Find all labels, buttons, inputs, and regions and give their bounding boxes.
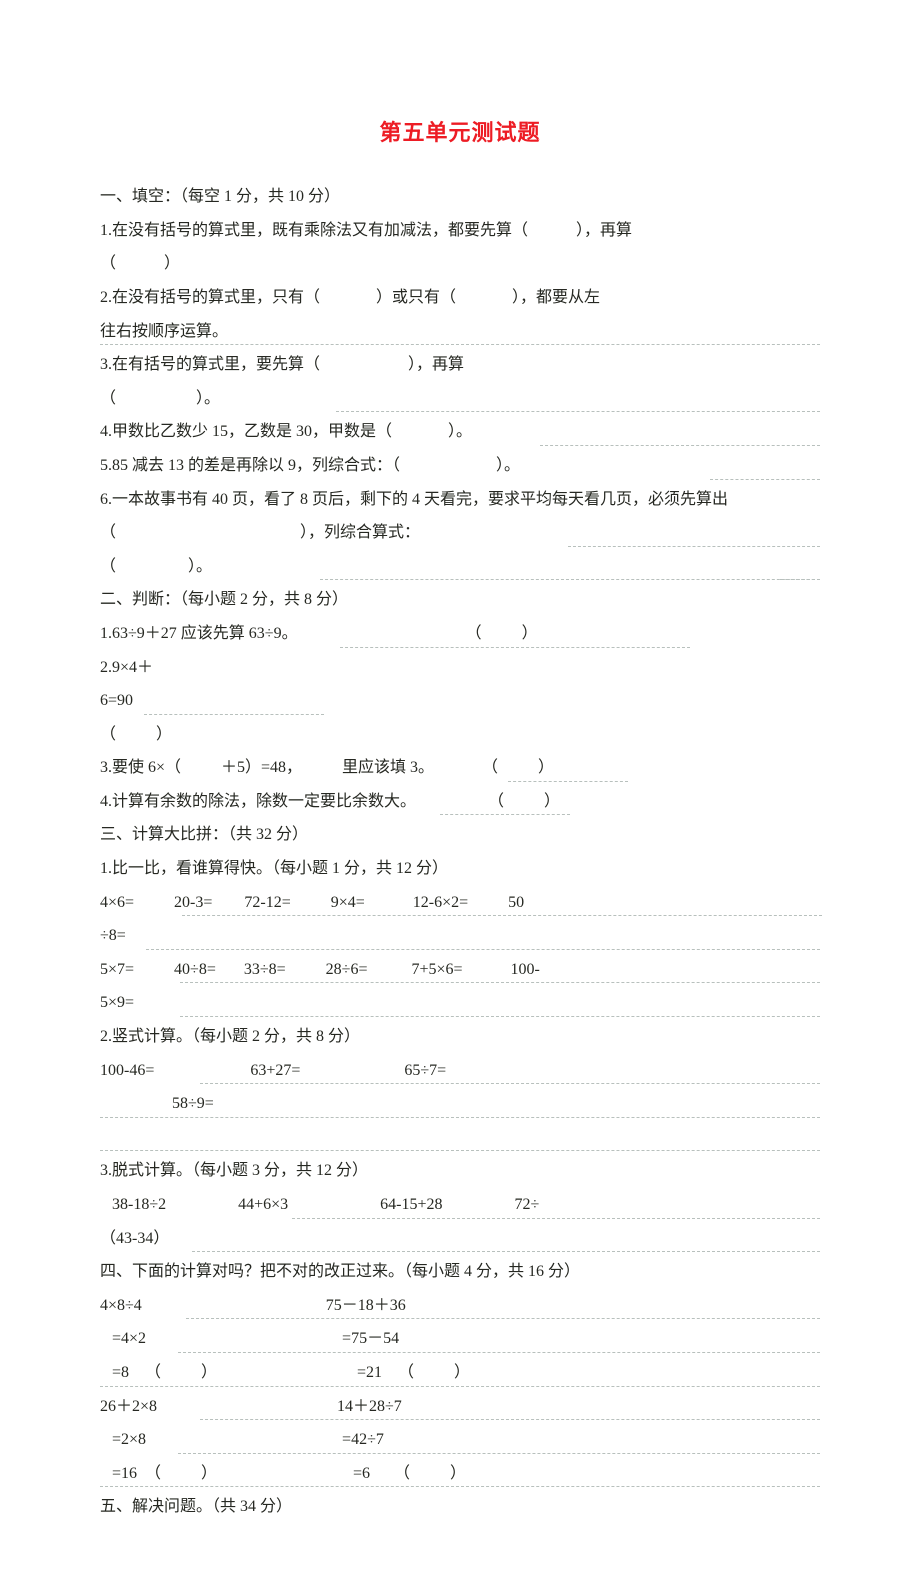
page-title: 第五单元测试题 xyxy=(100,110,820,156)
dashed-underline xyxy=(780,579,820,580)
dashed-underline xyxy=(100,1150,820,1151)
sec3-p2-row1: 100-46= 63+27= 65÷7= xyxy=(100,1054,820,1088)
sec2-header: 二、判断：（每小题 2 分，共 8 分） xyxy=(100,583,820,617)
dashed-underline xyxy=(100,344,820,345)
sec1-q1b: （ ） xyxy=(100,247,820,281)
sec1-q5: 5.85 减去 13 的差是再除以 9，列综合式：（ ）。 xyxy=(100,449,820,483)
sec1-header: 一、填空：（每空 1 分，共 10 分） xyxy=(100,180,820,214)
dashed-underline xyxy=(340,647,690,648)
sec3-p3-row2: （43-34） xyxy=(100,1222,820,1256)
sec1-q2b: 往右按顺序运算。 xyxy=(100,315,820,349)
sec4-l5: =2×8 =42÷7 xyxy=(100,1423,820,1457)
dashed-underline xyxy=(146,949,820,950)
dashed-underline xyxy=(192,1251,820,1252)
dashed-underline xyxy=(568,546,820,547)
dashed-underline xyxy=(320,579,820,580)
sec3-p2-row2: 58÷9= xyxy=(100,1087,820,1121)
sec1-q6c: （ ）。 xyxy=(100,550,820,584)
dashed-underline xyxy=(100,1117,820,1118)
sec3-p1-row1: 4×6= 20-3= 72-12= 9×4= 12-6×2= 50 xyxy=(100,886,820,920)
sec2-q2a: 2.9×4＋ xyxy=(100,651,820,685)
dashed-underline xyxy=(178,1352,820,1353)
dashed-underline xyxy=(508,781,628,782)
sec3-part2-header: 2.竖式计算。（每小题 2 分，共 8 分） xyxy=(100,1020,820,1054)
sec2-q3: 3.要使 6×（ ＋5）=48， 里应该填 3。 （ ） xyxy=(100,751,820,785)
dashed-underline xyxy=(182,915,822,916)
sec1-q6b: （ ），列综合算式： xyxy=(100,516,820,550)
dashed-underline xyxy=(144,714,324,715)
sec3-p1-row2b: 5×9= xyxy=(100,986,820,1020)
dashed-underline xyxy=(540,445,820,446)
sec3-header: 三、计算大比拼：（共 32 分） xyxy=(100,818,820,852)
sec1-q2a: 2.在没有括号的算式里，只有（ ）或只有（ ），都要从左 xyxy=(100,281,820,315)
dashed-underline xyxy=(440,814,570,815)
sec3-part3-header: 3.脱式计算。（每小题 3 分，共 12 分） xyxy=(100,1154,820,1188)
dashed-underline xyxy=(710,479,820,480)
sec3-p3-row1: 38-18÷2 44+6×3 64-15+28 72÷ xyxy=(100,1188,820,1222)
sec3-p1-row2: 5×7= 40÷8= 33÷8= 28÷6= 7+5×6= 100- xyxy=(100,953,820,987)
sec1-q1a: 1.在没有括号的算式里，既有乘除法又有加减法，都要先算（ ），再算 xyxy=(100,214,820,248)
sec5-header: 五、解决问题。（共 34 分） xyxy=(100,1490,820,1524)
sec3-part1-header: 1.比一比，看谁算得快。（每小题 1 分，共 12 分） xyxy=(100,852,820,886)
sec4-l2: =4×2 =75－54 xyxy=(100,1322,820,1356)
dashed-underline xyxy=(180,1016,820,1017)
sec4-l3: =8 （ ） =21 （ ） xyxy=(100,1356,820,1390)
sec1-q6a: 6.一本故事书有 40 页，看了 8 页后，剩下的 4 天看完，要求平均每天看几… xyxy=(100,483,820,517)
dashed-underline xyxy=(178,1453,820,1454)
sec2-q2b: 6=90 xyxy=(100,684,820,718)
sec2-q4: 4.计算有余数的除法，除数一定要比余数大。 （ ） xyxy=(100,785,820,819)
sec4-l6: =16 （ ） =6 （ ） xyxy=(100,1457,820,1491)
sec1-q3a: 3.在有括号的算式里，要先算（ ），再算 xyxy=(100,348,820,382)
sec2-q2c: （ ） xyxy=(100,718,820,752)
sec4-l4: 26＋2×8 14＋28÷7 xyxy=(100,1390,820,1424)
dashed-underline xyxy=(180,982,820,983)
sec3-p1-row1b: ÷8= xyxy=(100,919,820,953)
sec1-q3b: （ ）。 xyxy=(100,382,820,416)
dashed-underline xyxy=(200,1083,820,1084)
dashed-underline xyxy=(200,1419,820,1420)
dashed-underline xyxy=(292,1218,820,1219)
sec1-q4: 4.甲数比乙数少 15，乙数是 30，甲数是（ ）。 xyxy=(100,415,820,449)
dashed-underline xyxy=(100,1486,820,1487)
dashed-underline xyxy=(336,411,820,412)
sec2-q1: 1.63÷9＋27 应该先算 63÷9。 （ ） xyxy=(100,617,820,651)
sec4-header: 四、下面的计算对吗？把不对的改正过来。（每小题 4 分，共 16 分） xyxy=(100,1255,820,1289)
dashed-underline xyxy=(100,1386,820,1387)
dashed-underline xyxy=(186,1318,820,1319)
sec3-p2-blank xyxy=(100,1121,820,1155)
sec4-l1: 4×8÷4 75－18＋36 xyxy=(100,1289,820,1323)
